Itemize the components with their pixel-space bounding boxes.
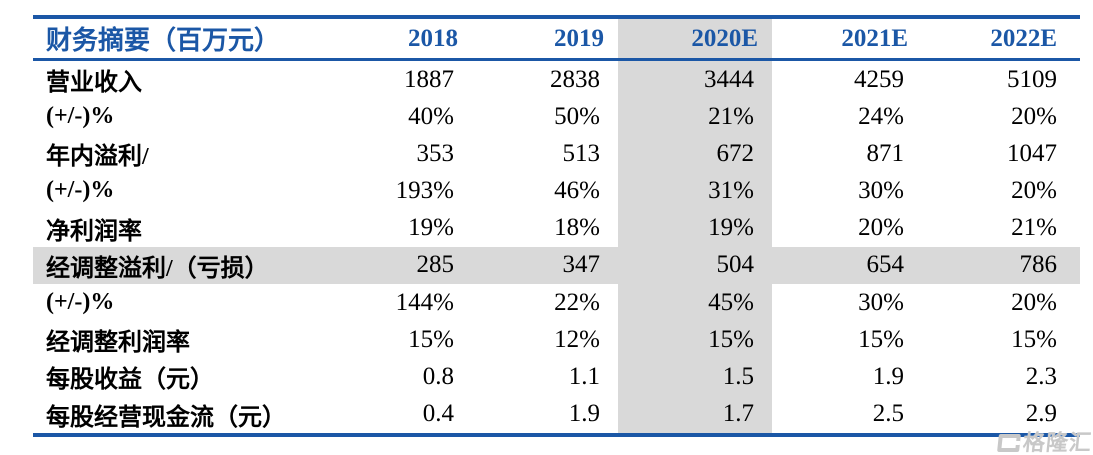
cell-2022E: 5109 [1007, 65, 1057, 93]
cell-2018: 1887 [404, 65, 454, 93]
cell-2019: 12% [554, 325, 600, 353]
cell-2022E: 2.9 [1025, 400, 1057, 427]
cell-2021E: 654 [772, 246, 922, 284]
cell-2018: 15% [408, 325, 454, 353]
cell-2019: 1.9 [568, 400, 600, 427]
cell-2020E: 3444 [618, 59, 772, 98]
row-label: 经调整溢利/（亏损） [33, 246, 335, 284]
cell-2022E: 2.3 [1025, 362, 1057, 390]
table-header-row: 财务摘要（百万元） 2018 2019 2020E 2021E 2022E [33, 17, 1080, 60]
row-label: 净利润率 [46, 218, 142, 245]
column-header-2018: 2018 [408, 24, 458, 52]
financial-table: 财务摘要（百万元） 2018 2019 2020E 2021E 2022E 营业… [33, 15, 1080, 437]
cell-2019: 1.1 [568, 362, 600, 390]
cell-2018: 285 [335, 246, 472, 284]
cell-2022E: 20% [1011, 102, 1057, 130]
cell-2018: 353 [416, 139, 455, 167]
cell-2022E: 15% [1011, 325, 1057, 353]
table-row: (+/-)% 193% 46% 31% 30% 20% [33, 172, 1080, 210]
financial-summary-table: 财务摘要（百万元） 2018 2019 2020E 2021E 2022E 营业… [33, 15, 1080, 437]
gelonghui-logo-icon [997, 434, 1021, 452]
gelonghui-watermark-text: 格隆汇 [1021, 430, 1093, 455]
cell-2021E: 20% [858, 214, 904, 242]
column-header-2020e: 2020E [618, 17, 772, 60]
cell-2019: 18% [554, 214, 600, 242]
table-row: 营业收入 1887 2838 3444 4259 5109 [33, 59, 1080, 98]
cell-2020E: 1.5 [618, 358, 772, 396]
cell-2020E: 1.7 [618, 395, 772, 435]
table-row: 经调整利润率 15% 12% 15% 15% 15% [33, 321, 1080, 359]
cell-2021E: 24% [858, 102, 904, 130]
row-label: (+/-)% [46, 177, 115, 204]
cell-2019: 22% [554, 288, 600, 316]
cell-2020E: 19% [618, 209, 772, 247]
cell-2021E: 1.9 [872, 362, 904, 390]
cell-2021E: 4259 [854, 65, 904, 93]
cell-2019: 2838 [550, 65, 600, 93]
cell-2021E: 2.5 [872, 400, 904, 427]
cell-2022E: 20% [1011, 176, 1057, 204]
row-label: 每股收益（元） [46, 367, 214, 394]
column-header-2022e: 2022E [990, 24, 1057, 52]
cell-2022E: 21% [1011, 214, 1057, 242]
cell-2018: 193% [395, 176, 454, 204]
column-header-2019: 2019 [554, 24, 604, 52]
cell-2021E: 871 [866, 139, 905, 167]
cell-2018: 144% [395, 288, 454, 316]
cell-2018: 0.8 [422, 362, 454, 390]
row-label: (+/-)% [46, 289, 115, 316]
cell-2018: 0.4 [422, 400, 454, 427]
table-row: 净利润率 19% 18% 19% 20% 21% [33, 209, 1080, 247]
cell-2018: 40% [408, 102, 454, 130]
cell-2020E: 15% [618, 321, 772, 359]
cell-2019: 46% [554, 176, 600, 204]
cell-2021E: 30% [858, 176, 904, 204]
table-row: (+/-)% 144% 22% 45% 30% 20% [33, 283, 1080, 322]
row-label: 经调整利润率 [46, 330, 190, 357]
gelonghui-watermark: 格隆汇 [997, 430, 1093, 455]
cell-2019: 347 [472, 246, 618, 284]
cell-2020E: 21% [618, 98, 772, 136]
column-header-2021e: 2021E [841, 24, 908, 52]
cell-2022E: 786 [922, 246, 1080, 284]
cell-2018: 19% [408, 214, 454, 242]
row-label: 每股经营现金流（元） [46, 404, 286, 431]
cell-2019: 50% [554, 102, 600, 130]
cell-2020E: 504 [618, 246, 772, 284]
cell-2020E: 672 [618, 135, 772, 173]
table-row: 每股收益（元） 0.8 1.1 1.5 1.9 2.3 [33, 358, 1080, 396]
row-label: 年内溢利/ [46, 144, 149, 171]
table-row: 经调整溢利/（亏损） 285 347 504 654 786 [33, 246, 1080, 284]
cell-2019: 513 [562, 139, 601, 167]
cell-2022E: 20% [1011, 288, 1057, 316]
table-row: 每股经营现金流（元） 0.4 1.9 1.7 2.5 2.9 [33, 395, 1080, 435]
row-label: (+/-)% [46, 103, 115, 130]
cell-2020E: 45% [618, 283, 772, 322]
cell-2020E: 31% [618, 172, 772, 210]
table-row: (+/-)% 40% 50% 21% 24% 20% [33, 98, 1080, 136]
table-row: 年内溢利/353 513 672 871 1047 [33, 135, 1080, 173]
cell-2021E: 30% [858, 288, 904, 316]
table-title: 财务摘要（百万元） [46, 26, 281, 55]
cell-2021E: 15% [858, 325, 904, 353]
row-label: 营业收入 [46, 70, 142, 96]
cell-2022E: 1047 [1007, 139, 1057, 167]
